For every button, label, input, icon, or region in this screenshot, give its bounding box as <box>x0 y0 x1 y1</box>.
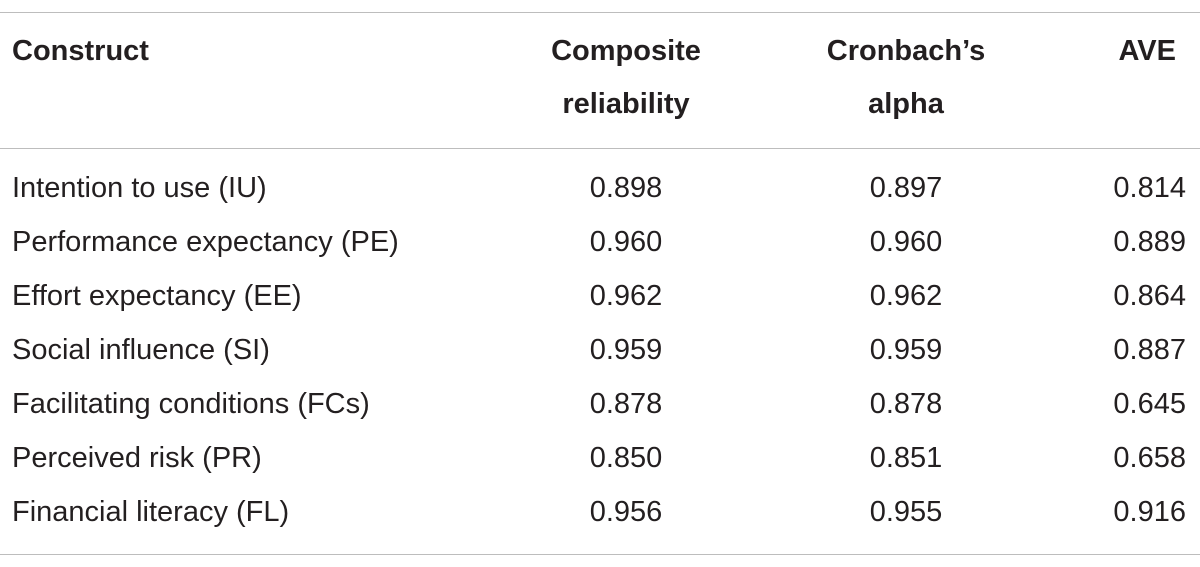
header-cronbach-alpha: Cronbach’s alpha <box>796 25 1016 131</box>
table-top-rule <box>0 12 1200 13</box>
composite-reliability-cell: 0.850 <box>589 442 663 474</box>
header-cronbach-line2: alpha <box>868 88 944 120</box>
ave-cell: 0.645 <box>1113 388 1186 420</box>
header-composite-line1: Composite <box>551 35 701 67</box>
cronbach-alpha-cell: 0.897 <box>869 172 943 204</box>
ave-cell: 0.814 <box>1113 172 1186 204</box>
table-row: Intention to use (IU) 0.898 0.897 0.814 <box>0 161 1200 215</box>
cronbach-alpha-cell: 0.960 <box>869 226 943 258</box>
header-composite-reliability: Composite reliability <box>516 25 736 131</box>
construct-cell: Perceived risk (PR) <box>12 442 262 474</box>
construct-cell: Social influence (SI) <box>12 334 270 366</box>
table-bottom-rule <box>0 554 1200 555</box>
header-construct: Construct <box>12 35 149 67</box>
composite-reliability-cell: 0.959 <box>589 334 663 366</box>
cronbach-alpha-cell: 0.955 <box>869 496 943 528</box>
composite-reliability-cell: 0.960 <box>589 226 663 258</box>
table-row: Social influence (SI) 0.959 0.959 0.887 <box>0 323 1200 377</box>
composite-reliability-cell: 0.898 <box>589 172 663 204</box>
cronbach-alpha-cell: 0.959 <box>869 334 943 366</box>
table-row: Effort expectancy (EE) 0.962 0.962 0.864 <box>0 269 1200 323</box>
table-row: Performance expectancy (PE) 0.960 0.960 … <box>0 215 1200 269</box>
composite-reliability-cell: 0.878 <box>589 388 663 420</box>
ave-cell: 0.916 <box>1113 496 1186 528</box>
construct-cell: Performance expectancy (PE) <box>12 226 399 258</box>
table-header-rule <box>0 148 1200 149</box>
construct-cell: Effort expectancy (EE) <box>12 280 302 312</box>
composite-reliability-cell: 0.956 <box>589 496 663 528</box>
cronbach-alpha-cell: 0.851 <box>869 442 943 474</box>
construct-cell: Financial literacy (FL) <box>12 496 290 528</box>
ave-cell: 0.658 <box>1113 442 1186 474</box>
header-cronbach-line1: Cronbach’s <box>826 35 986 67</box>
construct-cell: Intention to use (IU) <box>12 172 267 204</box>
cronbach-alpha-cell: 0.878 <box>869 388 943 420</box>
header-ave: AVE <box>1118 35 1176 67</box>
composite-reliability-cell: 0.962 <box>589 280 663 312</box>
ave-cell: 0.864 <box>1113 280 1186 312</box>
construct-cell: Facilitating conditions (FCs) <box>12 388 370 420</box>
table-row: Perceived risk (PR) 0.850 0.851 0.658 <box>0 431 1200 485</box>
table-row: Financial literacy (FL) 0.956 0.955 0.91… <box>0 485 1200 539</box>
header-composite-line2: reliability <box>562 88 690 120</box>
table-row: Facilitating conditions (FCs) 0.878 0.87… <box>0 377 1200 431</box>
cronbach-alpha-cell: 0.962 <box>869 280 943 312</box>
ave-cell: 0.887 <box>1113 334 1186 366</box>
ave-cell: 0.889 <box>1113 226 1186 258</box>
